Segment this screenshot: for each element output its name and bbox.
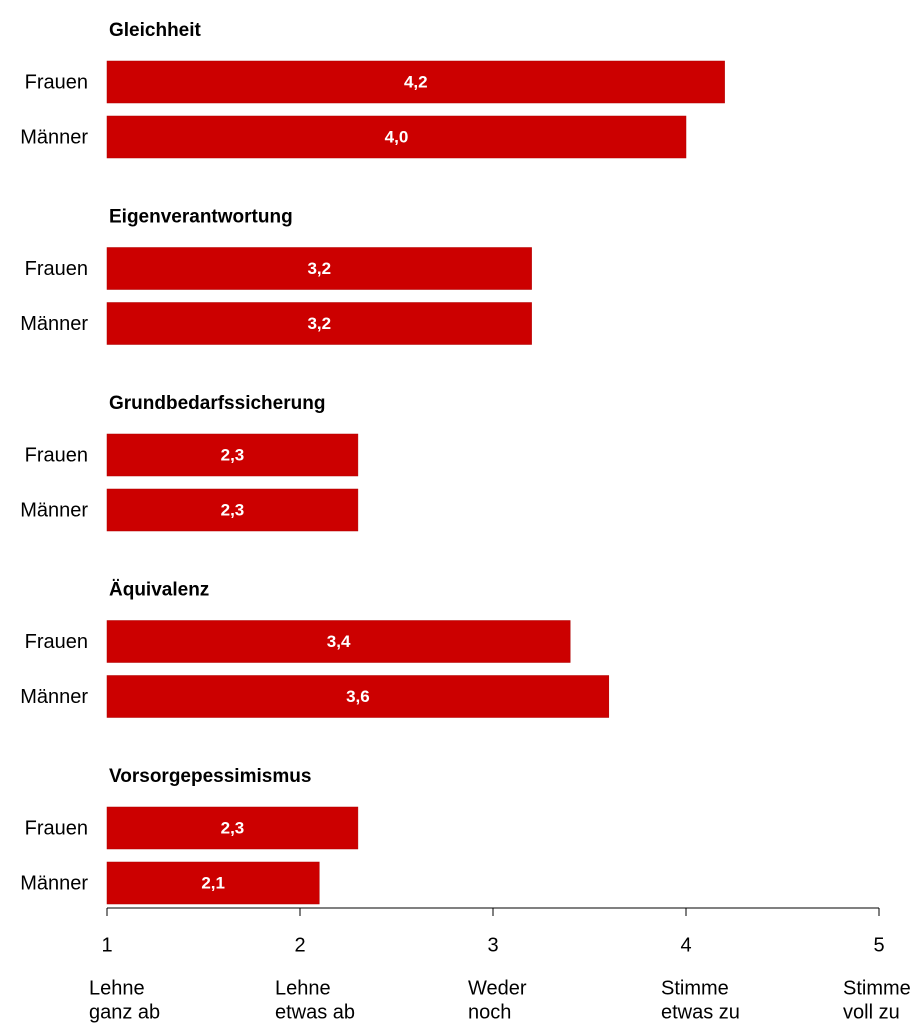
bar-value-label: 3,4 xyxy=(327,632,351,651)
bar-value-label: 2,3 xyxy=(221,500,245,519)
x-tick-label: 1 xyxy=(101,934,112,956)
bar xyxy=(106,675,610,718)
row-label: Frauen xyxy=(25,258,88,280)
x-tick-label: 4 xyxy=(680,934,691,956)
bar-group: Eigenverantwortung Frauen 3,2 Männer 3,2 xyxy=(20,207,532,345)
row-label: Frauen xyxy=(25,631,88,653)
bar-value-label: 4,0 xyxy=(385,127,409,146)
bar xyxy=(106,247,532,290)
bar-value-label: 2,3 xyxy=(221,818,245,837)
bar-value-label: 2,3 xyxy=(221,445,245,464)
row-label: Männer xyxy=(20,313,88,335)
scale-label: Stimme xyxy=(843,977,911,999)
row-label: Männer xyxy=(20,499,88,521)
scale-label: Lehne xyxy=(275,977,331,999)
bar xyxy=(106,60,725,104)
bar-value-label: 2,1 xyxy=(201,873,225,892)
bar-groups: Gleichheit Frauen 4,2 Männer 4,0 Eigenverantw… xyxy=(20,20,725,905)
bar-group: Gleichheit Frauen 4,2 Männer 4,0 xyxy=(20,20,725,159)
bar xyxy=(106,861,320,905)
x-tick-label: 2 xyxy=(294,934,305,956)
bar xyxy=(106,302,532,345)
row-label: Frauen xyxy=(25,71,88,93)
row-label: Männer xyxy=(20,126,88,148)
bar xyxy=(106,806,359,850)
bar-group: Äquivalenz Frauen 3,4 Männer 3,6 xyxy=(20,580,610,718)
scale-label: ganz ab xyxy=(89,1001,160,1023)
group-title: Vorsorgepessimismus xyxy=(109,766,311,787)
scale-label: voll zu xyxy=(843,1001,900,1023)
x-tick-label: 3 xyxy=(487,934,498,956)
scale-label: noch xyxy=(468,1001,511,1023)
row-label: Männer xyxy=(20,686,88,708)
row-label: Frauen xyxy=(25,444,88,466)
scale-label: Weder xyxy=(468,977,527,999)
group-title: Eigenverantwortung xyxy=(109,207,293,228)
bar-value-label: 3,6 xyxy=(346,687,370,706)
group-title: Gleichheit xyxy=(109,20,202,41)
scale-label: etwas ab xyxy=(275,1001,355,1023)
scale-label: Lehne xyxy=(89,977,145,999)
bar-group: Vorsorgepessimismus Frauen 2,3 Männer 2,1 xyxy=(20,766,359,905)
row-label: Männer xyxy=(20,872,88,894)
bar-value-label: 4,2 xyxy=(404,72,428,91)
bar xyxy=(106,488,359,532)
group-title: Grundbedarfssicherung xyxy=(109,393,325,414)
bar xyxy=(106,433,359,477)
bar-value-label: 3,2 xyxy=(307,314,331,333)
row-label: Frauen xyxy=(25,817,88,839)
scale-label: Stimme xyxy=(661,977,729,999)
bar-group: Grundbedarfssicherung Frauen 2,3 Männer 2,3 xyxy=(20,393,359,532)
x-tick-label: 5 xyxy=(873,934,884,956)
bar xyxy=(106,115,687,159)
bar xyxy=(106,620,571,663)
bar-value-label: 3,2 xyxy=(307,259,331,278)
scale-label: etwas zu xyxy=(661,1001,740,1023)
group-title: Äquivalenz xyxy=(109,580,209,601)
